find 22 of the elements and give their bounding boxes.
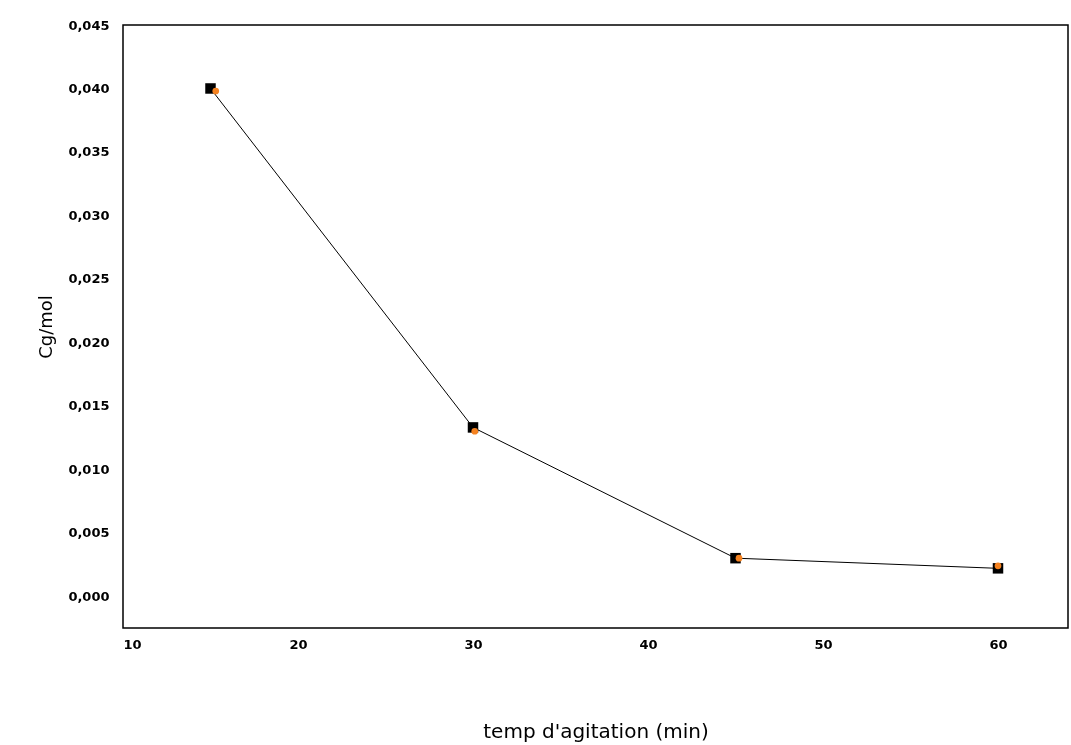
- y-tick-label: 0,035: [68, 144, 110, 160]
- x-tick-label: 10: [123, 636, 142, 652]
- y-tick-label: 0,040: [68, 80, 110, 96]
- y-tick-label: 0,020: [68, 334, 110, 350]
- x-tick-label: 30: [464, 636, 483, 652]
- y-axis-title: Cg/mol: [35, 295, 57, 359]
- y-tick-label: 0,025: [68, 271, 110, 287]
- y-tick-label: 0,000: [68, 588, 110, 604]
- point: [994, 562, 1002, 570]
- x-tick-label: 20: [289, 636, 308, 652]
- x-axis-title: temp d'agitation (min): [483, 718, 709, 743]
- y-tick-label: 0,030: [68, 207, 110, 223]
- x-tick-label: 40: [639, 636, 658, 652]
- y-tick-label: 0,010: [68, 461, 110, 477]
- x-tick-label: 50: [814, 636, 833, 652]
- point: [471, 427, 479, 435]
- y-tick-label: 0,045: [68, 17, 110, 33]
- point: [735, 554, 743, 562]
- point: [212, 87, 220, 95]
- y-tick-label: 0,005: [68, 525, 110, 541]
- y-tick-label: 0,015: [68, 398, 110, 414]
- x-tick-label: 60: [989, 636, 1008, 652]
